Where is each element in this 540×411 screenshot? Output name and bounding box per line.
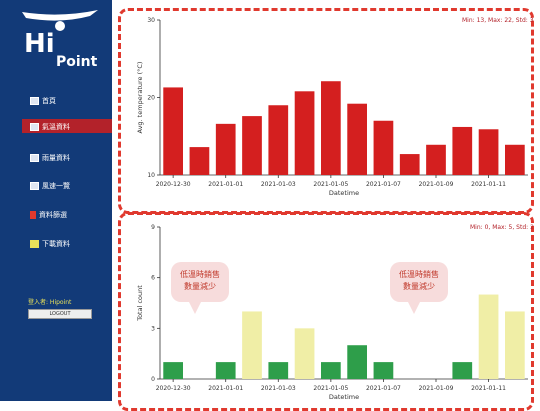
temp-bar-13 <box>505 144 525 175</box>
count-bar-5 <box>294 328 315 379</box>
annotation-text-2: 低溫時銷售 數量減少 <box>399 270 439 291</box>
hipoint-logo: Hi Point <box>22 10 98 70</box>
download-icon <box>30 240 39 248</box>
count-y-tick-label: 9 <box>151 224 155 231</box>
nav-active-highlight <box>22 119 112 133</box>
count-bar-8 <box>373 362 394 379</box>
annotation-bubble-2: 低溫時銷售 數量減少 <box>390 262 448 314</box>
sidebar: Hi Point 首頁 氣溫資料 雨量資料 風速一覽 資料篩選 下載資料 登入者… <box>0 0 112 401</box>
sidebar-item-label: 下載資料 <box>42 240 70 248</box>
logo-hi: Hi <box>24 29 55 59</box>
temp-x-axis-label: Datetime <box>329 189 359 197</box>
temp-x-tick-label: 2021-01-07 <box>366 181 401 188</box>
count-x-tick-label: 2021-01-09 <box>419 385 454 392</box>
logo-swoosh <box>22 10 98 21</box>
count-y-axis-label: Total count <box>136 285 144 322</box>
count-bar-0 <box>163 362 183 379</box>
logout-button[interactable]: LOGOUT <box>28 309 92 319</box>
sidebar-item-download[interactable]: 下載資料 <box>30 239 70 249</box>
temp-bar-4 <box>268 105 289 175</box>
temp-bar-8 <box>373 120 394 175</box>
count-bar-6 <box>321 362 341 379</box>
sidebar-item-label: 首頁 <box>42 97 56 105</box>
count-bar-11 <box>452 362 473 379</box>
rain-icon <box>30 154 39 162</box>
count-bar-13 <box>505 311 525 379</box>
temp-y-axis-label: Avg. temperature (°C) <box>136 62 144 134</box>
filter-icon <box>30 211 36 219</box>
home-icon <box>30 97 39 105</box>
count-x-tick-label: 2021-01-07 <box>366 385 401 392</box>
count-y-tick-label: 6 <box>151 275 155 282</box>
temp-x-tick-label: 2021-01-01 <box>208 181 243 188</box>
count-y-tick-label: 3 <box>151 325 155 332</box>
temp-bar-9 <box>399 154 420 175</box>
count-x-tick-label: 2021-01-03 <box>261 385 296 392</box>
annotation-bubble-1: 低溫時銷售 數量減少 <box>171 262 229 314</box>
temp-x-tick-label: 2020-12-30 <box>156 181 191 188</box>
count-bar-7 <box>347 345 367 379</box>
count-bar-3 <box>242 311 262 379</box>
temp-bar-1 <box>189 147 210 175</box>
wind-icon <box>30 182 39 190</box>
temp-bar-5 <box>294 91 315 175</box>
temperature-chart-stats: Min: 13, Max: 22, Std: 3 <box>462 17 534 24</box>
count-x-tick-label: 2021-01-11 <box>471 385 506 392</box>
temp-bar-7 <box>347 103 367 175</box>
temp-y-tick-label: 10 <box>147 172 155 179</box>
sidebar-item-filter[interactable]: 資料篩選 <box>30 210 67 220</box>
temp-x-tick-label: 2021-01-03 <box>261 181 296 188</box>
count-x-tick-label: 2021-01-01 <box>208 385 243 392</box>
temp-bar-3 <box>242 116 262 175</box>
count-x-tick-label: 2020-12-30 <box>156 385 191 392</box>
temp-bar-12 <box>478 129 499 175</box>
count-x-axis-label: Datetime <box>329 393 359 401</box>
count-bar-2 <box>215 362 236 379</box>
temp-x-tick-label: 2021-01-05 <box>313 181 348 188</box>
sidebar-item-wind[interactable]: 風速一覽 <box>30 181 70 191</box>
sidebar-item-label: 雨量資料 <box>42 154 70 162</box>
sidebar-item-rain[interactable]: 雨量資料 <box>30 153 70 163</box>
logo-dot <box>55 21 65 31</box>
sidebar-item-label: 風速一覽 <box>42 182 70 190</box>
sidebar-item-temperature[interactable]: 氣溫資料 <box>30 122 70 132</box>
user-label: 登入者: Hipoint <box>28 299 72 306</box>
logo-point: Point <box>56 54 98 70</box>
count-bar-12 <box>478 294 499 379</box>
annotation-text-1: 低溫時銷售 數量減少 <box>180 270 220 291</box>
temp-bar-11 <box>452 126 473 175</box>
sidebar-item-home[interactable]: 首頁 <box>30 96 56 106</box>
temp-bar-2 <box>215 123 236 175</box>
temp-y-tick-label: 30 <box>147 17 155 24</box>
temp-y-tick-label: 20 <box>147 95 155 102</box>
sidebar-item-label: 氣溫資料 <box>42 123 70 131</box>
temp-x-tick-label: 2021-01-09 <box>419 181 454 188</box>
count-bar-4 <box>268 362 289 379</box>
temp-x-tick-label: 2021-01-11 <box>471 181 506 188</box>
temp-bar-10 <box>426 144 446 175</box>
sidebar-item-label: 資料篩選 <box>39 211 67 219</box>
count-x-tick-label: 2021-01-05 <box>313 385 348 392</box>
count-chart-stats: Min: 0, Max: 5, Std: 2 <box>470 224 534 231</box>
thermometer-icon <box>30 123 39 131</box>
count-y-tick-label: 0 <box>151 376 155 383</box>
temp-bar-6 <box>321 81 341 175</box>
temp-bar-0 <box>163 87 183 175</box>
